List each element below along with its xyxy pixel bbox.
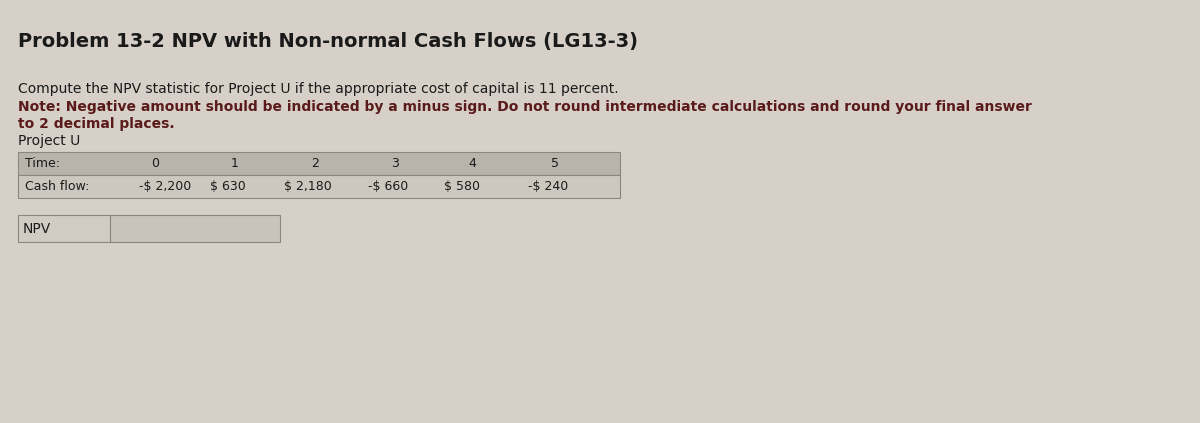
Text: NPV: NPV bbox=[23, 222, 52, 236]
Text: Compute the NPV statistic for Project U if the appropriate cost of capital is 11: Compute the NPV statistic for Project U … bbox=[18, 82, 619, 96]
Text: 5: 5 bbox=[551, 157, 559, 170]
Text: to 2 decimal places.: to 2 decimal places. bbox=[18, 117, 175, 131]
Text: Time:: Time: bbox=[25, 157, 60, 170]
Text: $ 630: $ 630 bbox=[210, 180, 246, 193]
Text: Cash flow:: Cash flow: bbox=[25, 180, 89, 193]
Bar bbox=[18, 175, 620, 198]
Text: Note: Negative amount should be indicated by a minus sign. Do not round intermed: Note: Negative amount should be indicate… bbox=[18, 100, 1032, 114]
Text: 0: 0 bbox=[151, 157, 158, 170]
Text: -$ 660: -$ 660 bbox=[368, 180, 408, 193]
Bar bbox=[18, 152, 620, 175]
Text: 4: 4 bbox=[468, 157, 476, 170]
Text: $ 580: $ 580 bbox=[444, 180, 480, 193]
Text: 3: 3 bbox=[391, 157, 398, 170]
Text: Project U: Project U bbox=[18, 134, 80, 148]
Text: -$ 240: -$ 240 bbox=[528, 180, 568, 193]
Bar bbox=[18, 215, 110, 242]
Bar bbox=[110, 215, 280, 242]
Text: 1: 1 bbox=[232, 157, 239, 170]
Text: $ 2,180: $ 2,180 bbox=[284, 180, 332, 193]
Text: Problem 13-2 NPV with Non-normal Cash Flows (LG13-3): Problem 13-2 NPV with Non-normal Cash Fl… bbox=[18, 32, 638, 51]
Text: 2: 2 bbox=[311, 157, 319, 170]
Text: -$ 2,200: -$ 2,200 bbox=[139, 180, 191, 193]
